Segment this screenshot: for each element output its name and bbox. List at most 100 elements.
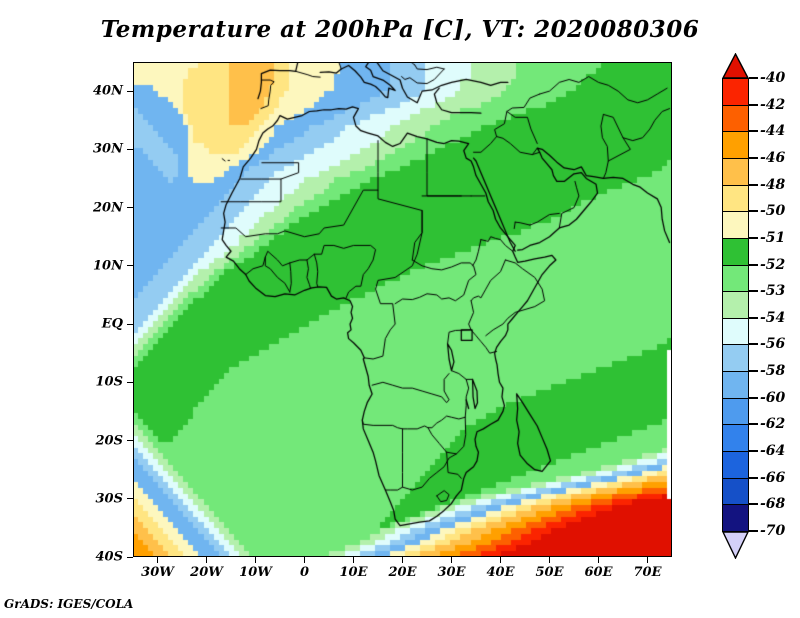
x-tick-label: 20W bbox=[190, 565, 223, 580]
colorbar-tick-label: -54 bbox=[760, 309, 786, 326]
colorbar-tick bbox=[749, 530, 758, 532]
colorbar-tick bbox=[749, 343, 758, 346]
y-tick-label: 20N bbox=[93, 200, 123, 216]
x-tick-mark bbox=[353, 557, 354, 563]
x-tick-mark bbox=[451, 557, 452, 563]
colorbar-tick-label: -46 bbox=[760, 149, 786, 166]
colorbar-tick bbox=[749, 316, 758, 319]
colorbar-under-cap bbox=[721, 531, 750, 560]
y-tick-mark bbox=[127, 323, 133, 325]
colorbar-tick bbox=[749, 263, 758, 266]
colorbar-band bbox=[722, 504, 749, 532]
x-tick-mark bbox=[157, 557, 158, 563]
colorbar bbox=[721, 52, 750, 560]
x-tick-label: 30W bbox=[141, 565, 174, 580]
y-tick-mark bbox=[127, 381, 133, 383]
colorbar-band bbox=[722, 131, 749, 159]
colorbar-tick-label: -52 bbox=[760, 256, 786, 273]
colorbar-tick bbox=[749, 103, 758, 106]
colorbar-band bbox=[722, 371, 749, 399]
colorbar-band bbox=[722, 291, 749, 319]
colorbar-tick-label: -68 bbox=[760, 496, 786, 513]
colorbar-band bbox=[722, 211, 749, 239]
x-tick-mark bbox=[255, 557, 256, 563]
y-tick-label: 20S bbox=[95, 433, 123, 449]
y-tick-label: 30S bbox=[95, 491, 123, 507]
y-tick-label: 40S bbox=[95, 549, 123, 565]
x-tick-label: 60E bbox=[584, 565, 613, 580]
colorbar-tick bbox=[749, 236, 758, 239]
colorbar-tick bbox=[749, 503, 758, 506]
x-tick-label: 10W bbox=[239, 565, 272, 580]
map-plot-area bbox=[133, 62, 672, 557]
x-tick-label: 20E bbox=[388, 565, 417, 580]
colorbar-tick-label: -58 bbox=[760, 363, 786, 380]
y-tick-mark bbox=[127, 440, 133, 442]
colorbar-band bbox=[722, 264, 749, 293]
x-tick-label: 0 bbox=[299, 565, 310, 580]
colorbar-band bbox=[722, 477, 749, 506]
colorbar-tick bbox=[749, 290, 758, 293]
colorbar-tick bbox=[749, 130, 758, 133]
colorbar-tick bbox=[749, 210, 758, 213]
colorbar-band bbox=[722, 317, 749, 346]
credit-text: GrADS: IGES/COLA bbox=[4, 597, 134, 611]
colorbar-band bbox=[722, 424, 749, 453]
colorbar-tick-label: -42 bbox=[760, 96, 786, 113]
y-tick-mark bbox=[127, 148, 133, 150]
colorbar-tick bbox=[749, 476, 758, 479]
x-tick-mark bbox=[549, 557, 550, 563]
colorbar-tick bbox=[749, 183, 758, 186]
y-tick-mark bbox=[127, 90, 133, 92]
colorbar-tick-label: -60 bbox=[760, 389, 786, 406]
colorbar-tick-label: -66 bbox=[760, 469, 786, 486]
colorbar-tick-label: -62 bbox=[760, 416, 786, 433]
x-tick-mark bbox=[647, 557, 648, 563]
y-tick-mark bbox=[127, 207, 133, 209]
colorbar-tick-label: -50 bbox=[760, 203, 786, 220]
colorbar-tick-label: -44 bbox=[760, 123, 786, 140]
colorbar-band bbox=[722, 184, 749, 213]
colorbar-tick bbox=[749, 370, 758, 373]
x-tick-mark bbox=[500, 557, 501, 563]
x-tick-mark bbox=[304, 557, 305, 563]
colorbar-tick-label: -70 bbox=[760, 523, 786, 539]
colorbar-tick-label: -56 bbox=[760, 336, 786, 353]
y-tick-label: 30N bbox=[93, 141, 123, 157]
y-tick-mark bbox=[127, 556, 133, 558]
colorbar-tick bbox=[749, 77, 758, 79]
x-tick-label: 10E bbox=[339, 565, 368, 580]
colorbar-band bbox=[722, 344, 749, 373]
colorbar-tick-label: -51 bbox=[760, 229, 786, 246]
colorbar-tick-label: -48 bbox=[760, 176, 786, 193]
x-tick-label: 30E bbox=[437, 565, 466, 580]
y-tick-mark bbox=[127, 498, 133, 500]
colorbar-band bbox=[722, 78, 749, 106]
y-tick-label: EQ bbox=[101, 316, 123, 332]
colorbar-tick bbox=[749, 450, 758, 453]
colorbar-band bbox=[722, 397, 749, 426]
colorbar-tick bbox=[749, 156, 758, 159]
x-tick-label: 40E bbox=[486, 565, 515, 580]
x-tick-mark bbox=[206, 557, 207, 563]
colorbar-tick-label: -64 bbox=[760, 443, 786, 460]
chart-title: Temperature at 200hPa [C], VT: 202008030… bbox=[100, 16, 700, 43]
colorbar-band bbox=[722, 451, 749, 479]
colorbar-band bbox=[722, 157, 749, 186]
colorbar-tick bbox=[749, 396, 758, 399]
colorbar-band bbox=[722, 104, 749, 133]
colorbar-over-cap bbox=[721, 52, 750, 79]
x-tick-label: 50E bbox=[535, 565, 564, 580]
x-tick-label: 70E bbox=[633, 565, 662, 580]
colorbar-tick-label: -40 bbox=[760, 70, 786, 86]
x-tick-mark bbox=[598, 557, 599, 563]
colorbar-tick-label: -53 bbox=[760, 283, 786, 300]
x-tick-mark bbox=[402, 557, 403, 563]
colorbar-band bbox=[722, 237, 749, 266]
y-tick-mark bbox=[127, 265, 133, 267]
colorbar-tick bbox=[749, 423, 758, 426]
temperature-field-canvas bbox=[133, 62, 672, 557]
y-tick-label: 10S bbox=[95, 374, 123, 390]
y-tick-label: 40N bbox=[93, 83, 123, 99]
